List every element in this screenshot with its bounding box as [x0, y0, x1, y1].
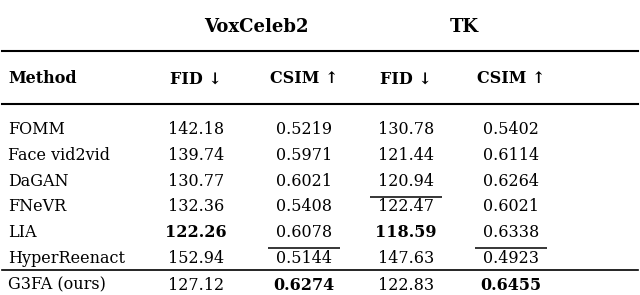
- Text: 130.77: 130.77: [168, 173, 224, 190]
- Text: 139.74: 139.74: [168, 147, 224, 164]
- Text: 0.5971: 0.5971: [276, 147, 332, 164]
- Text: 121.44: 121.44: [378, 147, 434, 164]
- Text: 0.5144: 0.5144: [276, 250, 332, 267]
- Text: FOMM: FOMM: [8, 121, 65, 138]
- Text: 122.26: 122.26: [165, 224, 227, 241]
- Text: 152.94: 152.94: [168, 250, 224, 267]
- Text: 122.83: 122.83: [378, 277, 434, 294]
- Text: 0.4923: 0.4923: [483, 250, 539, 267]
- Text: 0.6338: 0.6338: [483, 224, 539, 241]
- Text: 0.6455: 0.6455: [480, 277, 541, 294]
- Text: 0.6078: 0.6078: [276, 224, 332, 241]
- Text: 147.63: 147.63: [378, 250, 434, 267]
- Text: 118.59: 118.59: [375, 224, 436, 241]
- Text: G3FA (ours): G3FA (ours): [8, 277, 106, 294]
- Text: 0.6021: 0.6021: [276, 173, 332, 190]
- Text: 0.5408: 0.5408: [276, 198, 332, 215]
- Text: 0.6274: 0.6274: [273, 277, 335, 294]
- Text: 0.6264: 0.6264: [483, 173, 539, 190]
- Text: 0.5219: 0.5219: [276, 121, 332, 138]
- Text: FNeVR: FNeVR: [8, 198, 67, 215]
- Text: TK: TK: [450, 18, 479, 36]
- Text: HyperReenact: HyperReenact: [8, 250, 125, 267]
- Text: Method: Method: [8, 71, 77, 87]
- Text: FID ↓: FID ↓: [170, 71, 222, 87]
- Text: 127.12: 127.12: [168, 277, 224, 294]
- Text: 120.94: 120.94: [378, 173, 434, 190]
- Text: 0.6114: 0.6114: [483, 147, 539, 164]
- Text: 0.6021: 0.6021: [483, 198, 539, 215]
- Text: 142.18: 142.18: [168, 121, 224, 138]
- Text: 132.36: 132.36: [168, 198, 224, 215]
- Text: Face vid2vid: Face vid2vid: [8, 147, 111, 164]
- Text: FID ↓: FID ↓: [380, 71, 432, 87]
- Text: 122.47: 122.47: [378, 198, 434, 215]
- Text: CSIM ↑: CSIM ↑: [270, 71, 339, 87]
- Text: VoxCeleb2: VoxCeleb2: [204, 18, 308, 36]
- Text: 0.5402: 0.5402: [483, 121, 539, 138]
- Text: LIA: LIA: [8, 224, 37, 241]
- Text: DaGAN: DaGAN: [8, 173, 69, 190]
- Text: CSIM ↑: CSIM ↑: [477, 71, 545, 87]
- Text: 130.78: 130.78: [378, 121, 434, 138]
